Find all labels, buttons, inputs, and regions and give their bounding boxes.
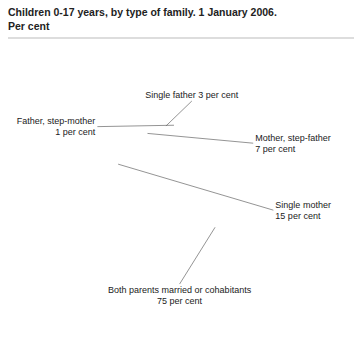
title: Children 0-17 years, by type of family. … [8,6,277,18]
leader-line [180,227,215,284]
slice-label-line: Father, step-mother [17,116,96,126]
slice-label: Single mother15 per cent [275,200,331,221]
slice-label-line: 75 per cent [157,296,203,306]
leader-line [166,101,192,126]
slice-label-line: Single mother [275,200,331,210]
slice-label-line: Mother, step-father [255,133,331,143]
slice-label-line: 15 per cent [275,211,321,221]
leader-line [118,164,273,210]
slice-label-line: 7 per cent [255,144,296,154]
slice-label: Father, step-mother1 per cent [17,116,96,137]
chart: Children 0-17 years, by type of family. … [0,0,362,353]
annotations: Both parents married or cohabitants75 pe… [17,90,331,306]
slice-label-line: 1 per cent [55,127,96,137]
leader-line [97,125,174,126]
separator [8,38,354,39]
leader-line [147,133,253,143]
subtitle: Per cent [8,20,50,32]
slice-label-line: Both parents married or cohabitants [108,285,252,295]
slice-label: Mother, step-father7 per cent [255,133,331,154]
slice-label: Both parents married or cohabitants75 pe… [108,285,252,306]
background [0,0,362,353]
slice-label: Single father 3 per cent [145,90,239,100]
slice-label-line: Single father 3 per cent [145,90,239,100]
